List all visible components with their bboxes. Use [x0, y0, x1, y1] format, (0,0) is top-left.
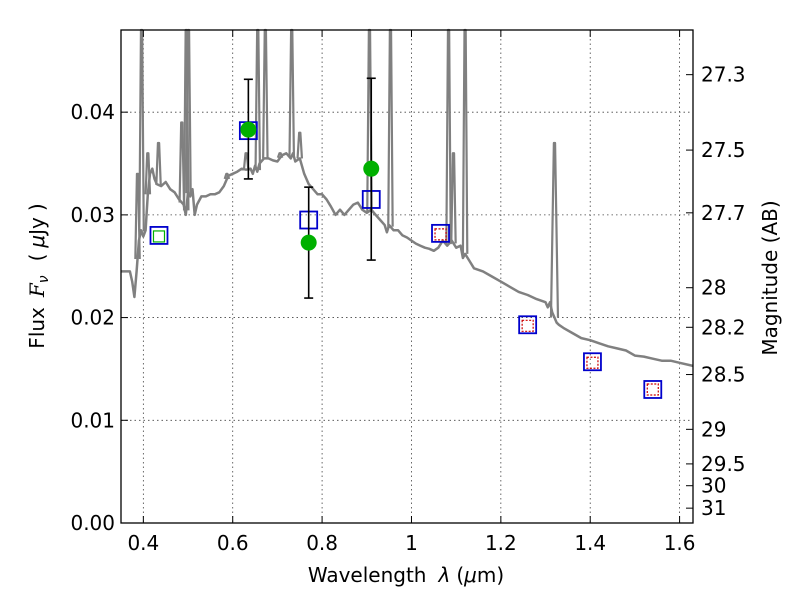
y-tick-label: 0.04: [70, 100, 115, 124]
green-circle-point: [240, 121, 257, 138]
emission-line-spike: [450, 152, 457, 244]
emission-line-spike: [254, 28, 262, 171]
mag-tick-label: 28.2: [701, 315, 746, 339]
x-tick-label: 1.6: [664, 531, 696, 555]
x-tick-label: 0.4: [127, 531, 159, 555]
blue-square-point: [643, 380, 663, 399]
right-axis-label: Magnitude (AB): [758, 200, 782, 355]
x-tick-label: 1.2: [485, 531, 517, 555]
mag-tick-label: 29: [701, 417, 726, 441]
mag-tick-label: 28: [701, 276, 726, 300]
emission-line-spike: [155, 141, 162, 185]
x-tick-label: 1.4: [574, 531, 606, 555]
red-square-point: [521, 319, 534, 332]
red-square-point: [646, 383, 659, 396]
green-circle-point: [363, 160, 380, 177]
green-square-point: [152, 230, 166, 243]
blue-square-point: [518, 315, 538, 335]
mag-tick-label: 27.7: [701, 201, 746, 225]
emission-line-spike: [178, 121, 186, 203]
emission-line-spike: [461, 28, 469, 254]
red-square-point: [586, 356, 599, 369]
x-tick-label: 0.8: [306, 531, 338, 555]
blue-square-point: [431, 223, 450, 243]
axis-ticks: 0.4 0.6 0.8 1 1.2 1.4 1.6 0.00 0.01 0.02 0.03 0.04 2…: [70, 30, 746, 555]
emission-line-spike: [138, 28, 145, 232]
emission-line-spike: [276, 152, 284, 159]
grid: [121, 30, 693, 524]
mag-tick-label: 31: [701, 496, 726, 520]
y-tick-label: 0.03: [70, 203, 115, 227]
x-axis-label: Wavelength λ (μm): [308, 563, 504, 587]
y-tick-label: 0.00: [70, 511, 115, 535]
model-spectrum: [121, 28, 694, 368]
mag-tick-label: 27.5: [701, 138, 746, 162]
data-markers: [149, 77, 663, 399]
emission-line-spike: [242, 152, 250, 170]
x-tick-label: 1: [405, 531, 418, 555]
emission-line-spike: [262, 28, 269, 159]
model-continuum-line: [121, 152, 694, 368]
emission-line-spike: [296, 131, 304, 159]
mag-tick-label: 30: [701, 474, 726, 498]
x-tick-label: 0.6: [217, 531, 249, 555]
mag-tick-label: 27.3: [701, 63, 746, 87]
green-circle-point: [300, 234, 317, 251]
emission-line-spike: [288, 28, 296, 157]
emission-line-spike: [144, 152, 152, 195]
mag-tick-label: 28.5: [701, 363, 746, 387]
emission-line-spike: [549, 141, 560, 318]
y-tick-label: 0.02: [70, 306, 115, 330]
red-square-point: [434, 228, 447, 241]
y-tick-label: 0.01: [70, 408, 115, 432]
blue-square-point: [149, 226, 169, 245]
blue-square-point: [583, 352, 602, 372]
emission-line-spike: [223, 172, 231, 180]
mag-tick-label: 29.5: [701, 452, 746, 476]
y-axis-label: FluxFν(μJy): [25, 203, 52, 348]
emission-line-spike: [387, 28, 394, 227]
emission-line-spike: [445, 28, 452, 245]
plot-frame: [120, 29, 694, 524]
